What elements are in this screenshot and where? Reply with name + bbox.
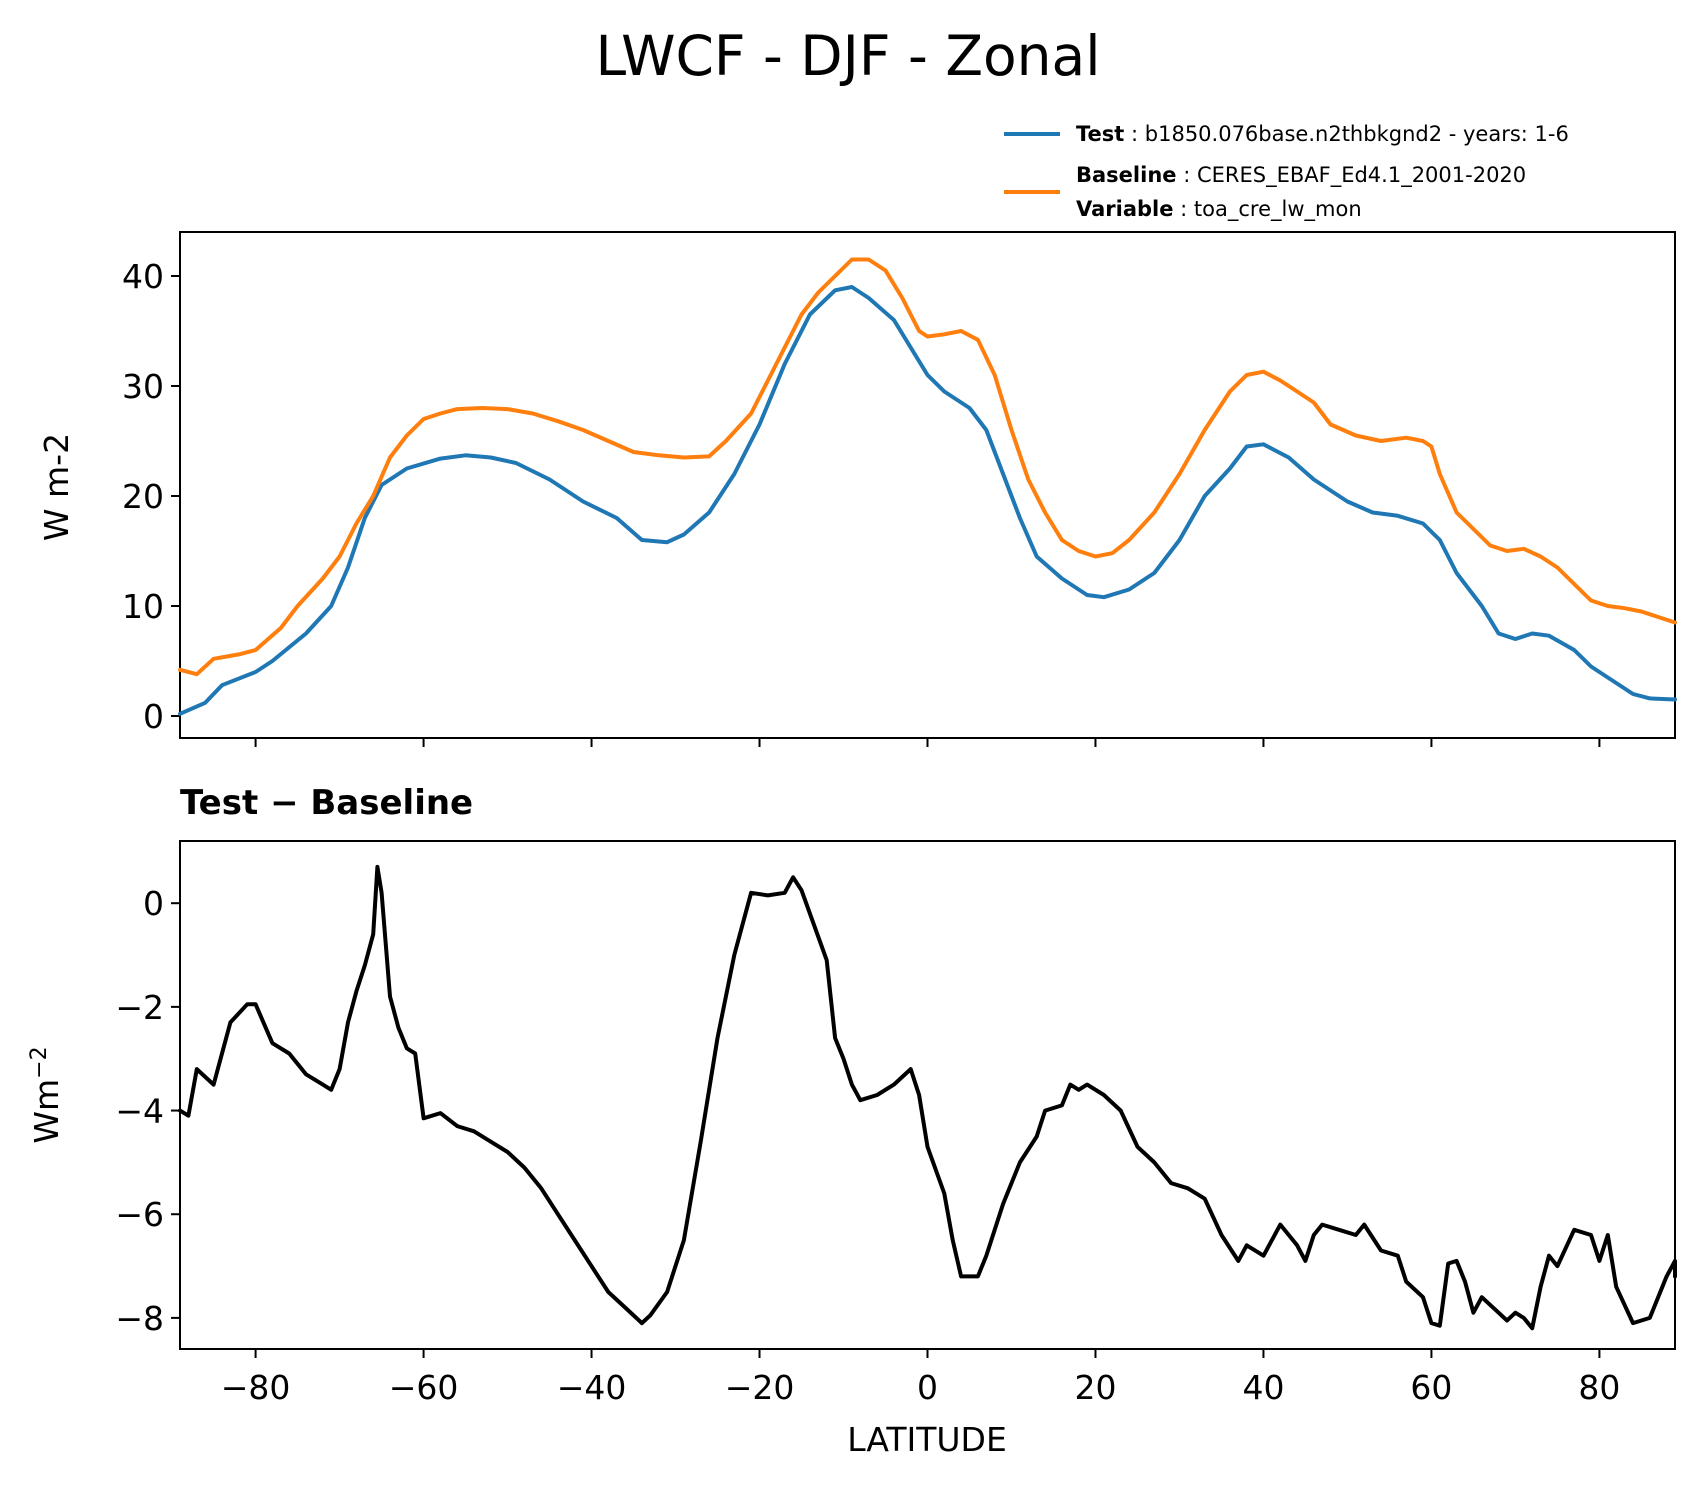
bottom-y-axis-label: Wm−2 xyxy=(27,1046,66,1143)
bottom-y-tick-label: −8 xyxy=(115,1299,164,1338)
legend-test-sep: : xyxy=(1124,122,1144,146)
bottom-x-tick-label: 40 xyxy=(1242,1368,1284,1407)
bottom-y-tick-label: −4 xyxy=(115,1092,164,1131)
bottom-y-tick-label: −2 xyxy=(115,988,164,1027)
bottom-x-tick-label: 0 xyxy=(917,1368,938,1407)
bottom-y-axis-label-exponent: −2 xyxy=(27,1046,52,1078)
legend-baseline-entry: Baseline : CERES_EBAF_Ed4.1_2001-2020 xyxy=(1076,163,1526,188)
bottom-y-tick-label: −6 xyxy=(115,1195,164,1234)
bottom-y-ticks: 0 −2 −4 −6 −8 xyxy=(115,884,180,1338)
bottom-panel: Test − Baseline 0 −2 −4 −6 −8 −80 −60 −40 −20 0 2… xyxy=(27,783,1677,1459)
top-y-tick-label: 0 xyxy=(143,697,164,736)
bottom-series-line-difference xyxy=(178,864,1677,1331)
legend-test-entry: Test : b1850.076base.n2thbkgnd2 - years:… xyxy=(1076,122,1569,146)
bottom-x-tick-label: 80 xyxy=(1578,1368,1620,1407)
top-y-tick-label: 20 xyxy=(122,477,164,516)
legend-baseline-sep: : xyxy=(1177,163,1197,187)
top-y-ticks: 0 10 20 30 40 xyxy=(122,257,180,736)
top-x-ticks xyxy=(254,738,1601,747)
bottom-series-group xyxy=(178,864,1677,1331)
legend-variable-entry: Variable : toa_cre_lw_mon xyxy=(1076,197,1362,222)
bottom-y-axis-label-base: Wm xyxy=(27,1079,66,1144)
legend-variable-key: Variable xyxy=(1076,197,1173,221)
top-y-tick-label: 30 xyxy=(122,367,164,406)
bottom-x-tick-label: −20 xyxy=(725,1368,795,1407)
bottom-panel-title: Test − Baseline xyxy=(180,783,473,823)
legend-test-key: Test xyxy=(1076,122,1124,146)
bottom-x-tick-label: −80 xyxy=(221,1368,291,1407)
x-axis-label: LATITUDE xyxy=(847,1420,1007,1459)
top-y-tick-label: 10 xyxy=(122,587,164,626)
legend-baseline-key: Baseline xyxy=(1076,163,1177,187)
legend: Test : b1850.076base.n2thbkgnd2 - years:… xyxy=(1004,122,1569,222)
top-panel: 0 10 20 30 40 W m-2 xyxy=(37,231,1677,747)
bottom-x-tick-label: −60 xyxy=(389,1368,459,1407)
bottom-x-ticks: −80 −60 −40 −20 0 20 40 60 80 xyxy=(221,1349,1620,1407)
legend-variable-value: toa_cre_lw_mon xyxy=(1194,197,1362,222)
top-y-axis-label: W m-2 xyxy=(37,433,76,541)
bottom-x-tick-label: 20 xyxy=(1074,1368,1116,1407)
top-y-tick-label: 40 xyxy=(122,257,164,296)
legend-baseline-value: CERES_EBAF_Ed4.1_2001-2020 xyxy=(1197,163,1526,188)
top-series-group xyxy=(178,257,1677,716)
top-series-line-test xyxy=(178,285,1677,716)
figure-title: LWCF - DJF - Zonal xyxy=(595,24,1100,88)
bottom-x-tick-label: −40 xyxy=(557,1368,627,1407)
bottom-x-tick-label: 60 xyxy=(1410,1368,1452,1407)
legend-test-value: b1850.076base.n2thbkgnd2 - years: 1-6 xyxy=(1145,122,1569,146)
legend-variable-sep: : xyxy=(1173,197,1193,221)
top-series-line-baseline xyxy=(178,257,1677,677)
bottom-y-tick-label: 0 xyxy=(143,884,164,923)
